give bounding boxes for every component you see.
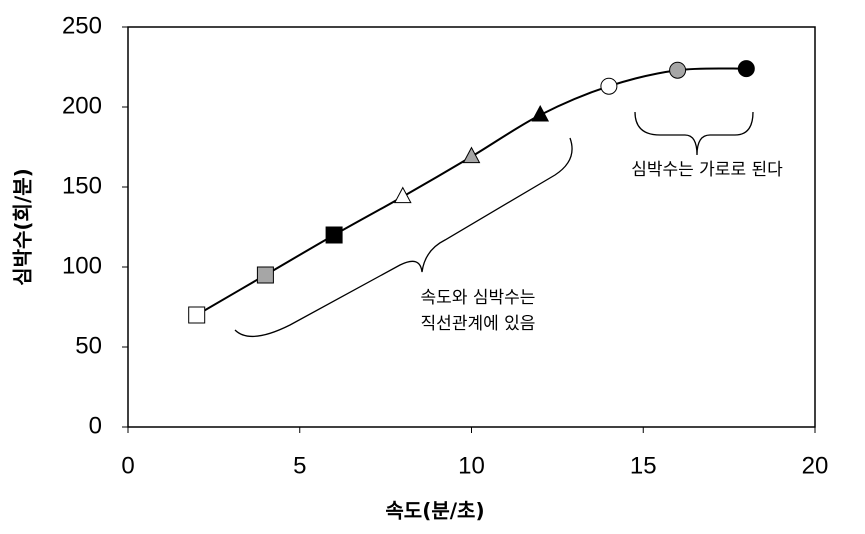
brace xyxy=(234,137,573,337)
y-tick-label: 150 xyxy=(62,172,102,199)
x-axis-title: 속도(분/초) xyxy=(385,499,484,523)
marker xyxy=(462,146,481,164)
marker xyxy=(737,60,755,78)
x-tick-label: 10 xyxy=(458,452,485,479)
y-tick-label: 50 xyxy=(75,332,102,359)
y-tick-label: 200 xyxy=(62,92,102,119)
plot-frame xyxy=(127,26,816,428)
y-tick-label: 100 xyxy=(62,252,102,279)
x-tick-label: 15 xyxy=(630,452,657,479)
y-tick-label: 250 xyxy=(62,12,102,39)
annotation: 직선관계에 있음 xyxy=(421,314,536,334)
marker xyxy=(256,266,274,284)
brace xyxy=(634,111,754,156)
y-tick-label: 0 xyxy=(89,412,102,439)
marker xyxy=(531,104,550,122)
annotation: 속도와 심박수는 xyxy=(421,288,536,308)
x-tick-label: 5 xyxy=(293,452,306,479)
y-axis-title: 심박수(회/분) xyxy=(11,168,35,286)
marker xyxy=(325,226,343,244)
line xyxy=(196,67,747,316)
x-tick-label: 20 xyxy=(802,452,829,479)
x-tick-label: 0 xyxy=(121,452,134,479)
marker xyxy=(600,77,618,95)
marker xyxy=(669,61,687,79)
marker xyxy=(393,186,412,204)
marker xyxy=(188,306,206,324)
annotation: 심박수는 가로로 된다 xyxy=(631,160,783,180)
